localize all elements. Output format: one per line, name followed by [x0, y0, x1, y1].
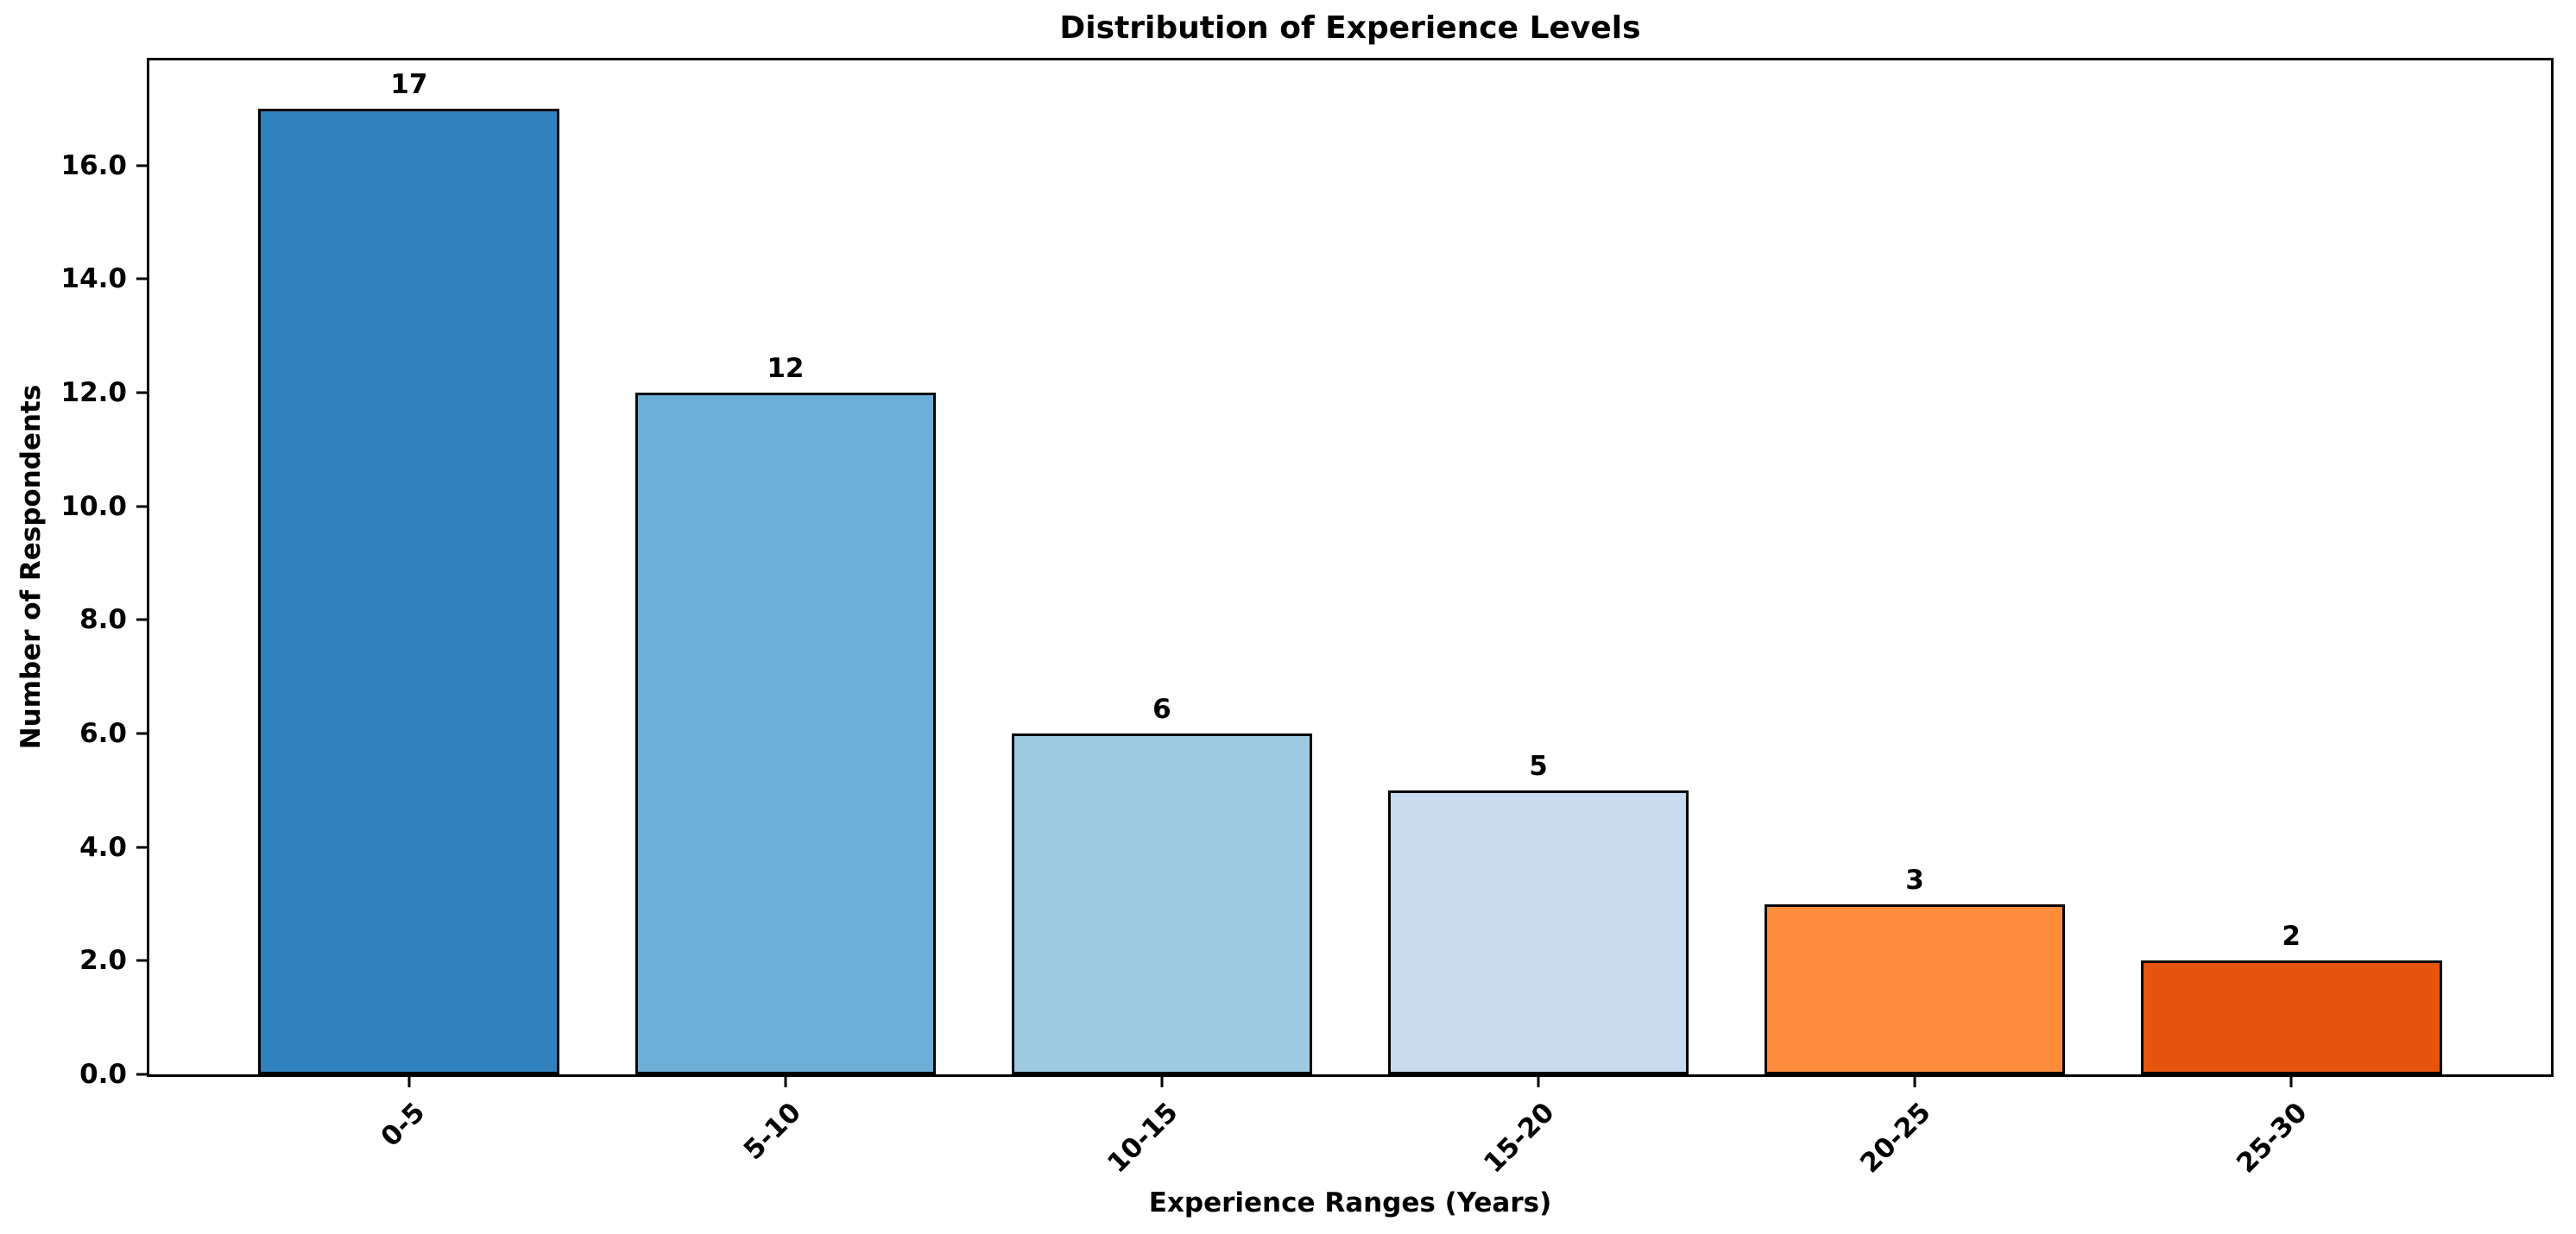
bar-value-label: 17 — [390, 68, 428, 100]
y-axis-tick — [136, 164, 149, 167]
bar-value-label: 5 — [1529, 750, 1548, 782]
plot-area: 17 0-5 12 5-10 6 10-15 5 15-20 3 20-25 2 25-30 0.0 2.… — [61, 58, 2554, 1180]
bar-value-label: 6 — [1152, 694, 1171, 726]
bar-25-30 — [2140, 960, 2442, 1074]
x-axis-tick — [407, 1074, 411, 1087]
x-axis-tick-label: 10-15 — [1101, 1097, 1184, 1180]
y-axis-tick-label: 0.0 — [79, 1059, 127, 1090]
y-axis-tick-label: 14.0 — [60, 263, 128, 295]
y-axis-tick — [136, 277, 149, 280]
bar-10-15 — [1011, 733, 1313, 1074]
y-axis-tick-label: 4.0 — [79, 831, 127, 863]
y-axis-tick-label: 12.0 — [60, 377, 128, 409]
x-axis-tick — [1913, 1074, 1916, 1087]
x-axis-tick — [1160, 1074, 1164, 1087]
bar-20-25 — [1764, 903, 2066, 1074]
y-axis-tick-label: 16.0 — [60, 149, 128, 181]
chart-title: Distribution of Experience Levels — [1059, 10, 1641, 46]
y-axis-tick — [136, 1073, 149, 1076]
x-axis-tick — [1537, 1074, 1540, 1087]
x-axis-tick-label: 0-5 — [375, 1097, 432, 1154]
y-axis-tick-label: 8.0 — [79, 604, 127, 636]
y-axis-tick-label: 10.0 — [60, 490, 128, 522]
x-axis-tick-label: 5-10 — [738, 1097, 808, 1167]
x-axis-tick-label: 15-20 — [1477, 1097, 1561, 1180]
x-axis-tick-label: 20-25 — [1853, 1097, 1937, 1180]
y-axis-tick — [136, 846, 149, 849]
bar-value-label: 2 — [2282, 921, 2301, 953]
y-axis-tick — [136, 959, 149, 962]
bar-value-label: 12 — [767, 353, 805, 385]
y-axis-tick — [136, 505, 149, 508]
bar-15-20 — [1387, 790, 1689, 1074]
y-axis-tick — [136, 618, 149, 621]
y-axis-tick — [136, 732, 149, 735]
x-axis-tick — [2289, 1074, 2293, 1087]
bar-value-label: 3 — [1905, 864, 1924, 896]
y-axis-label: Number of Respondents — [16, 384, 47, 750]
y-axis-tick-label: 6.0 — [79, 718, 127, 750]
y-axis-tick — [136, 391, 149, 394]
x-axis-label: Experience Ranges (Years) — [1148, 1187, 1552, 1218]
x-axis-tick — [784, 1074, 787, 1087]
bar-0-5 — [258, 108, 560, 1074]
y-axis-tick-label: 2.0 — [79, 945, 127, 977]
x-axis-tick-label: 25-30 — [2231, 1097, 2314, 1180]
bar-5-10 — [635, 393, 937, 1074]
